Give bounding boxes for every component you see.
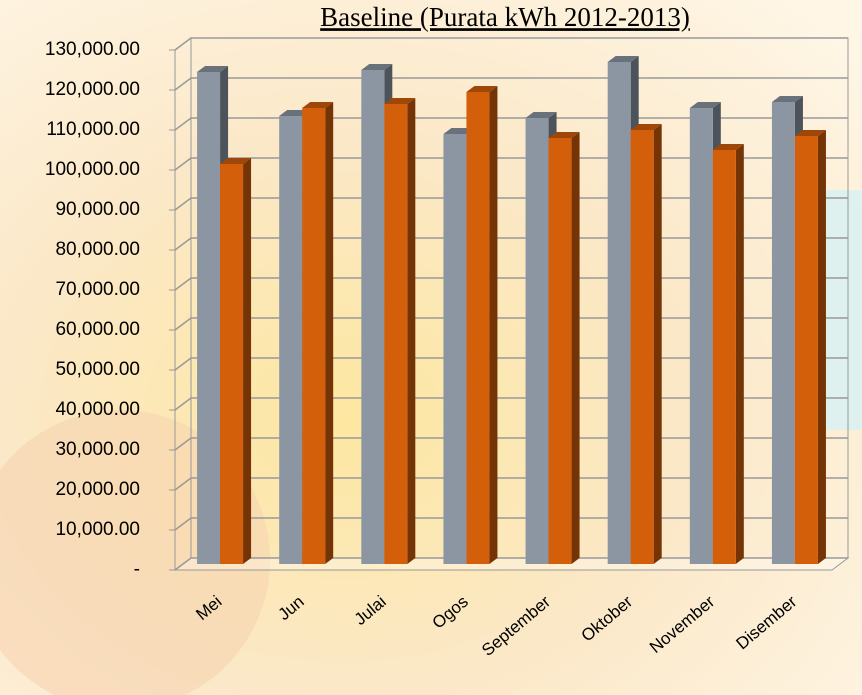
y-tick-label: 100,000.00 bbox=[45, 159, 140, 180]
bar-top bbox=[220, 158, 252, 164]
bar bbox=[794, 136, 818, 564]
bar-top bbox=[525, 112, 557, 118]
bar-top bbox=[630, 124, 662, 130]
y-tick-label: 80,000.00 bbox=[55, 239, 140, 260]
bar bbox=[361, 70, 385, 564]
bar-side bbox=[735, 144, 744, 564]
bar-side bbox=[243, 158, 252, 564]
bar bbox=[279, 116, 303, 564]
y-tick-label: 40,000.00 bbox=[55, 399, 140, 420]
y-tick-label: 130,000.00 bbox=[45, 39, 140, 60]
y-tick-label: 10,000.00 bbox=[55, 519, 140, 540]
bar-side bbox=[817, 130, 826, 564]
bar-side bbox=[489, 86, 498, 564]
bar-top bbox=[302, 102, 334, 108]
y-tick-label: 120,000.00 bbox=[45, 79, 140, 100]
bar bbox=[607, 62, 631, 564]
bar-top bbox=[197, 66, 229, 72]
y-tick-label: 20,000.00 bbox=[55, 479, 140, 500]
y-tick-label: 60,000.00 bbox=[55, 319, 140, 340]
bar-top bbox=[771, 96, 803, 102]
bar bbox=[525, 118, 549, 564]
bar-top bbox=[689, 102, 721, 108]
bar bbox=[548, 138, 572, 564]
decoration bbox=[820, 190, 862, 430]
y-tick-label: - bbox=[134, 559, 140, 580]
floor bbox=[173, 557, 850, 571]
bar bbox=[689, 108, 713, 564]
bar bbox=[384, 104, 408, 564]
bar-top bbox=[607, 56, 639, 62]
bar bbox=[302, 108, 326, 564]
y-tick-label: 50,000.00 bbox=[55, 359, 140, 380]
bar-top bbox=[548, 132, 580, 138]
bar-side bbox=[571, 132, 580, 564]
bar bbox=[220, 164, 244, 564]
bar-top bbox=[794, 130, 826, 136]
bar-side bbox=[325, 102, 334, 564]
bar-top bbox=[384, 98, 416, 104]
bar-top bbox=[361, 64, 393, 70]
y-tick-label: 30,000.00 bbox=[55, 439, 140, 460]
bar bbox=[466, 92, 490, 564]
bar-side bbox=[653, 124, 662, 564]
grid-line bbox=[174, 37, 848, 51]
y-tick-label: 110,000.00 bbox=[46, 119, 140, 140]
bar bbox=[771, 102, 795, 564]
chart-title: Baseline (Purata kWh 2012-2013) bbox=[320, 2, 690, 32]
bar-top bbox=[712, 144, 744, 150]
bar bbox=[197, 72, 221, 564]
y-tick-label: 70,000.00 bbox=[55, 279, 140, 300]
bar bbox=[443, 134, 467, 564]
bar bbox=[630, 130, 654, 564]
bar-side bbox=[407, 98, 416, 564]
bar-top bbox=[466, 86, 498, 92]
y-tick-label: 90,000.00 bbox=[55, 199, 140, 220]
bar bbox=[712, 150, 736, 564]
